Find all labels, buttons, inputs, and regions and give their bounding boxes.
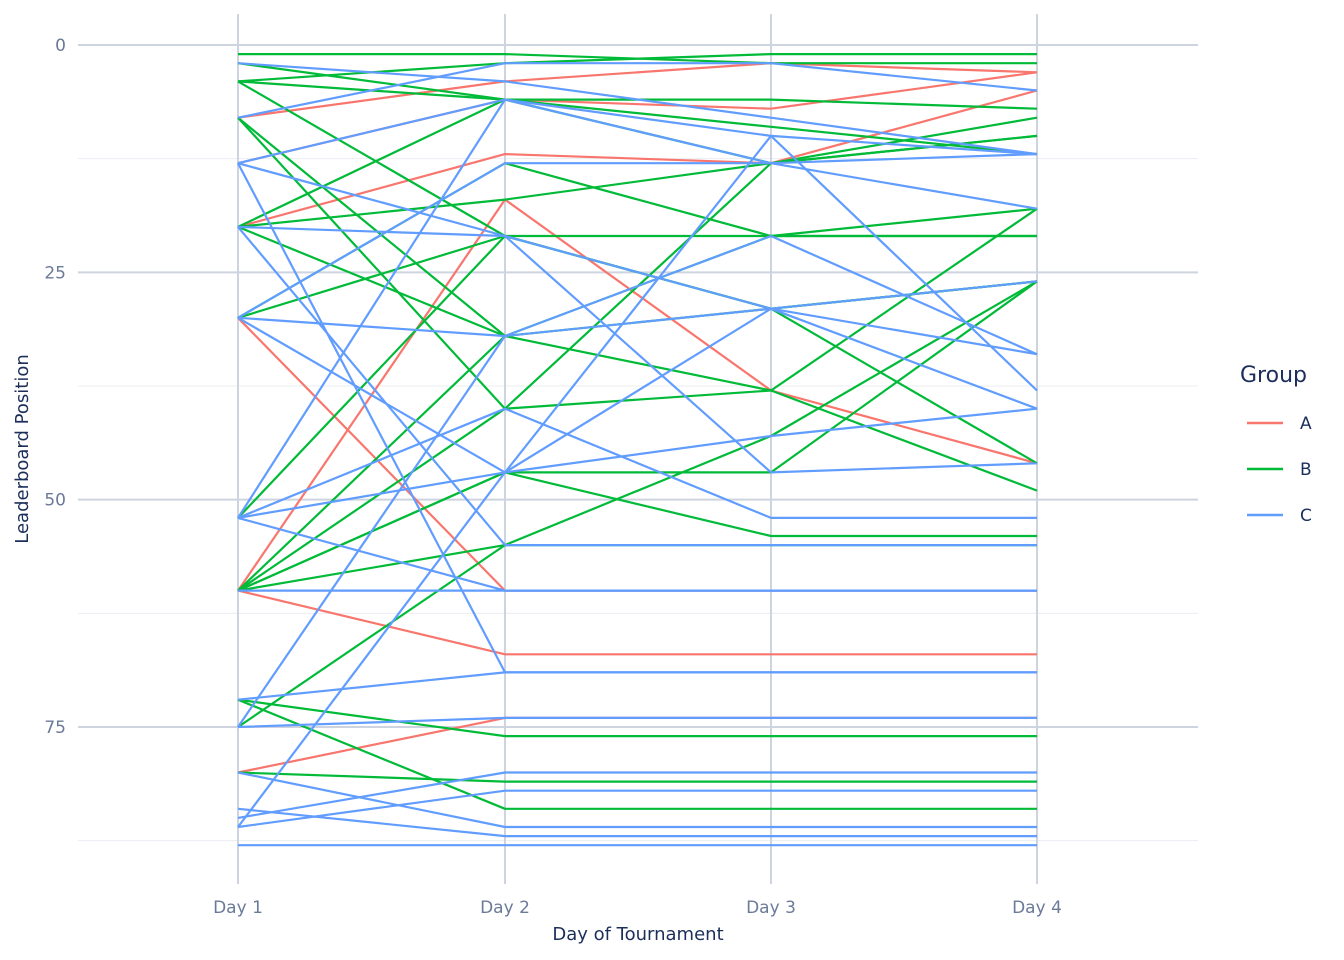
x-tick-label: Day 4: [1012, 898, 1062, 918]
series-line-group-b: [237, 698, 1037, 810]
grid: [78, 14, 1198, 884]
x-tick-label: Day 2: [480, 898, 530, 918]
series-line-group-c: [237, 771, 1037, 829]
series-line-group-c: [237, 62, 1038, 156]
y-tick-label: 50: [44, 491, 66, 511]
series-line-group-b: [237, 116, 1038, 410]
series-line-group-c: [237, 98, 1038, 519]
series-lines: [237, 52, 1038, 847]
legend-label: B: [1300, 460, 1312, 480]
x-axis-title: Day of Tournament: [552, 924, 723, 945]
x-tick-label: Day 3: [746, 898, 796, 918]
series-line-group-c: [237, 789, 1037, 829]
series-line-group-c: [237, 407, 1037, 520]
series-line-group-c: [237, 716, 1037, 729]
series-line-group-c: [237, 225, 1038, 474]
y-tick-label: 25: [44, 263, 66, 283]
series-line-group-c: [237, 316, 1038, 474]
series-line-group-c: [237, 234, 1038, 728]
series-line-group-c: [237, 307, 1038, 356]
series-line-group-c: [237, 516, 1037, 592]
series-line-group-c: [237, 134, 1038, 828]
x-tick-label: Day 1: [213, 898, 263, 918]
legend-label: C: [1300, 506, 1312, 526]
y-axis-title: Leaderboard Position: [12, 354, 33, 544]
series-line-group-c: [237, 98, 1038, 165]
series-line-group-b: [237, 234, 1037, 319]
series-line-group-c: [237, 162, 1038, 410]
series-line-group-a: [237, 589, 1037, 656]
series-line-group-c: [237, 226, 1037, 547]
y-tick-label: 0: [55, 36, 66, 56]
series-line-group-b: [237, 134, 1038, 228]
series-line-group-b: [237, 698, 1037, 738]
series-line-group-a: [237, 198, 1038, 592]
series-line-group-c: [237, 671, 1037, 701]
series-line-group-c: [237, 62, 1038, 119]
legend-title: Group: [1240, 363, 1307, 388]
series-line-group-a: [237, 89, 1038, 228]
legend-label: A: [1300, 414, 1312, 434]
series-line-group-c: [237, 153, 1038, 319]
series-line-group-c: [237, 162, 1037, 674]
legend: Group A B C: [1240, 363, 1312, 526]
y-tick-labels: 0 25 50 75: [44, 36, 66, 738]
series-line-group-c: [237, 807, 1037, 838]
series-line-group-b: [237, 207, 1038, 592]
x-tick-labels: Day 1 Day 2 Day 3 Day 4: [213, 898, 1062, 918]
series-line-group-c: [237, 771, 1037, 819]
series-line-group-b: [237, 116, 1038, 492]
series-line-group-a: [237, 62, 1038, 119]
series-line-group-b: [237, 771, 1037, 783]
y-tick-label: 75: [44, 718, 66, 738]
